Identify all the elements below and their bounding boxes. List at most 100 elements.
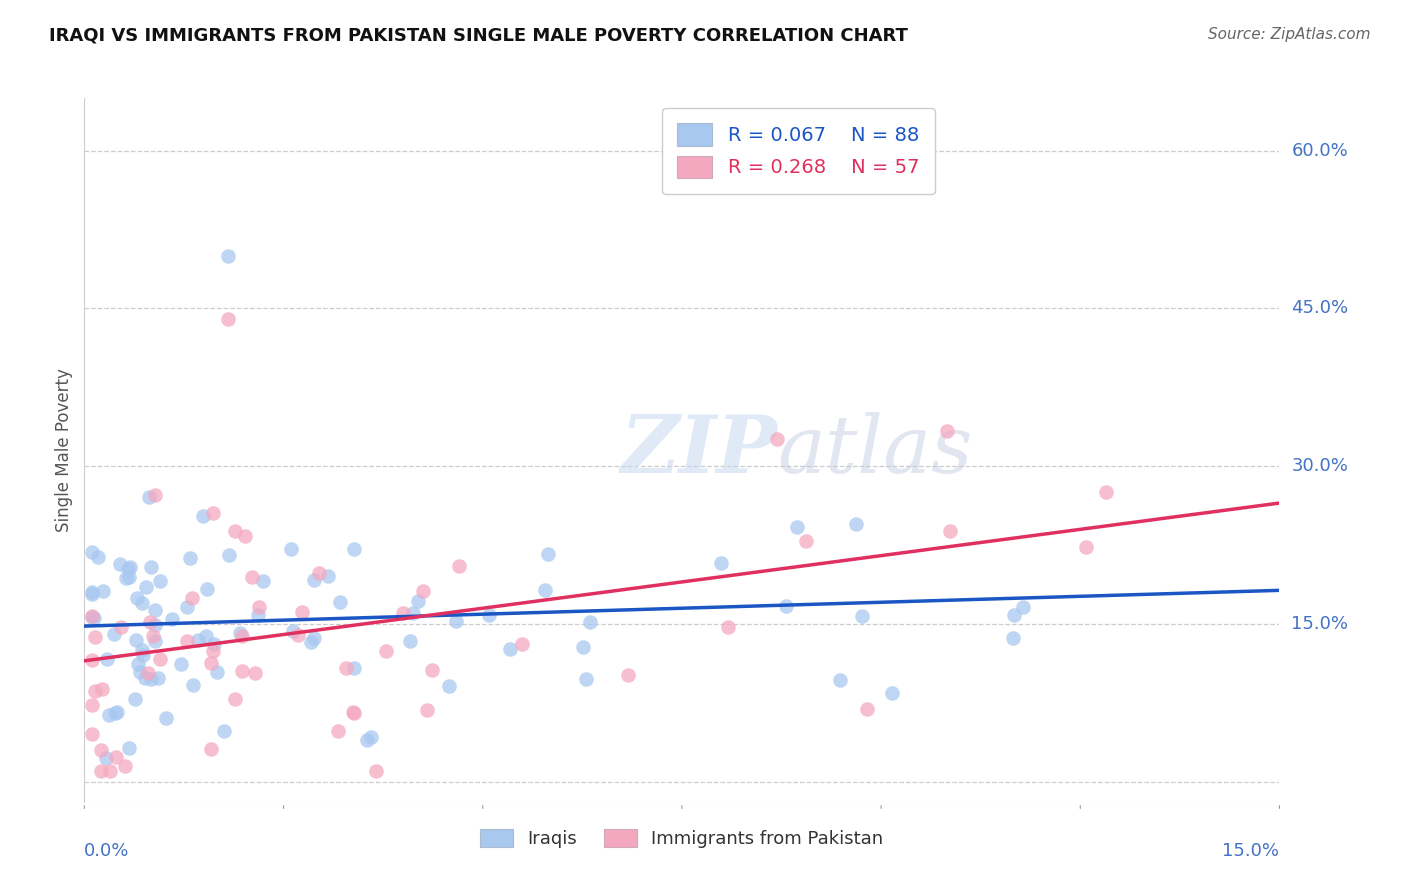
- Point: [398, 634, 420, 648]
- Point: [181, 678, 204, 692]
- Point: [851, 608, 873, 623]
- Point: [145, 634, 167, 648]
- Point: [794, 534, 817, 549]
- Point: [160, 612, 183, 626]
- Point: [335, 661, 357, 675]
- Point: [127, 657, 149, 671]
- Point: [299, 635, 322, 649]
- Point: [120, 560, 142, 574]
- Point: [110, 557, 132, 571]
- Point: [356, 733, 378, 747]
- Point: [176, 600, 198, 615]
- Point: [617, 668, 640, 682]
- Point: [135, 580, 157, 594]
- Point: [252, 574, 274, 588]
- Point: [247, 599, 270, 614]
- Point: [202, 507, 225, 521]
- Point: [935, 424, 957, 438]
- Point: [155, 711, 177, 725]
- Point: [87, 549, 110, 564]
- Point: [82, 545, 104, 559]
- Point: [82, 698, 104, 713]
- Point: [374, 644, 396, 658]
- Point: [118, 741, 141, 756]
- Point: [235, 529, 257, 543]
- Point: [245, 665, 267, 680]
- Point: [326, 723, 349, 738]
- Text: 45.0%: 45.0%: [1292, 300, 1348, 318]
- Point: [139, 672, 162, 686]
- Point: [179, 550, 201, 565]
- Point: [510, 637, 533, 651]
- Point: [115, 571, 138, 585]
- Point: [224, 524, 246, 538]
- Point: [402, 606, 425, 620]
- Point: [202, 637, 225, 651]
- Point: [302, 573, 325, 587]
- Point: [291, 605, 314, 619]
- Point: [420, 663, 443, 677]
- Point: [1011, 600, 1033, 615]
- Point: [856, 702, 879, 716]
- Point: [124, 632, 146, 647]
- Point: [98, 764, 121, 779]
- Point: [90, 743, 112, 757]
- Point: [830, 673, 852, 687]
- Point: [416, 703, 439, 717]
- Point: [143, 603, 166, 617]
- Point: [217, 249, 239, 263]
- Point: [717, 620, 740, 634]
- Point: [280, 541, 302, 556]
- Point: [224, 691, 246, 706]
- Point: [231, 629, 253, 643]
- Point: [180, 591, 202, 605]
- Point: [499, 642, 522, 657]
- Point: [240, 570, 263, 584]
- Point: [444, 614, 467, 628]
- Point: [195, 582, 218, 596]
- Point: [124, 692, 146, 706]
- Text: atlas: atlas: [778, 412, 973, 489]
- Point: [82, 610, 104, 624]
- Point: [131, 596, 153, 610]
- Point: [82, 586, 104, 600]
- Point: [534, 582, 557, 597]
- Point: [82, 727, 104, 741]
- Point: [575, 673, 598, 687]
- Point: [247, 607, 270, 622]
- Point: [84, 630, 107, 644]
- Point: [775, 599, 797, 614]
- Point: [96, 751, 118, 765]
- Point: [880, 686, 903, 700]
- Point: [149, 652, 172, 666]
- Point: [287, 628, 309, 642]
- Point: [578, 615, 600, 629]
- Point: [149, 574, 172, 588]
- Point: [406, 594, 429, 608]
- Point: [131, 643, 153, 657]
- Point: [143, 617, 166, 632]
- Point: [139, 615, 162, 629]
- Point: [366, 764, 388, 779]
- Point: [148, 671, 170, 685]
- Point: [302, 632, 325, 646]
- Point: [125, 591, 148, 605]
- Point: [845, 517, 868, 532]
- Text: Source: ZipAtlas.com: Source: ZipAtlas.com: [1208, 27, 1371, 42]
- Point: [82, 608, 104, 623]
- Text: IRAQI VS IMMIGRANTS FROM PAKISTAN SINGLE MALE POVERTY CORRELATION CHART: IRAQI VS IMMIGRANTS FROM PAKISTAN SINGLE…: [49, 27, 908, 45]
- Point: [343, 706, 366, 720]
- Text: 60.0%: 60.0%: [1292, 142, 1348, 160]
- Point: [117, 570, 139, 584]
- Point: [136, 665, 159, 680]
- Point: [104, 706, 127, 720]
- Point: [316, 569, 339, 583]
- Point: [1001, 631, 1024, 645]
- Point: [145, 488, 167, 502]
- Point: [194, 629, 217, 643]
- Point: [142, 629, 165, 643]
- Point: [96, 652, 118, 666]
- Point: [392, 606, 415, 620]
- Point: [82, 584, 104, 599]
- Point: [765, 432, 787, 446]
